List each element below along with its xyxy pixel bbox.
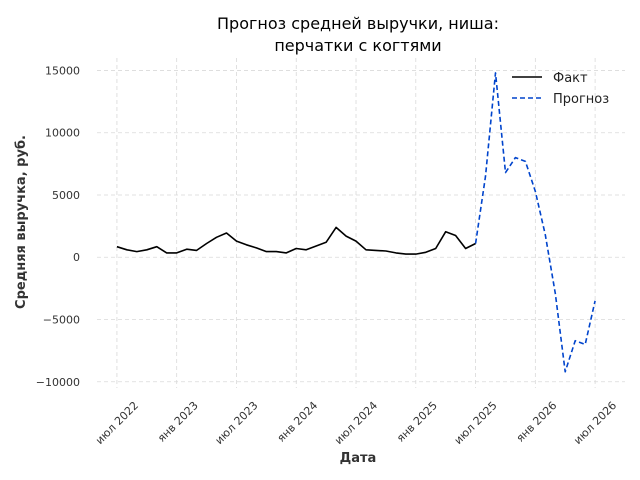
x-tick-label: июл 2023	[213, 399, 261, 447]
legend-label-fact: Факт	[553, 71, 588, 86]
chart-title-line-1: Прогноз средней выручки, ниша:	[217, 14, 499, 33]
legend-label-forecast: Прогноз	[553, 92, 609, 107]
x-tick-label: июл 2024	[332, 399, 380, 447]
x-tick-label: янв 2023	[155, 399, 201, 445]
y-tick-label: 10000	[45, 127, 80, 140]
x-tick-label: июл 2022	[93, 399, 141, 447]
y-tick-label: −5000	[43, 314, 80, 327]
x-tick-label: июл 2026	[571, 399, 619, 447]
x-tick-label: янв 2026	[514, 399, 560, 445]
series-lines	[116, 72, 596, 373]
chart-title-line-2: перчатки с когтями	[274, 36, 441, 55]
series-line-fact	[116, 226, 476, 255]
grid	[97, 58, 625, 388]
x-tick-label: янв 2024	[275, 399, 321, 445]
y-tick-label: 15000	[45, 64, 80, 77]
y-axis-ticks: −10000 −5000 0 5000 10000 15000	[36, 64, 80, 388]
x-tick-label: июл 2025	[452, 399, 500, 447]
y-axis-label: Средняя выручка, руб.	[14, 135, 29, 309]
x-axis-ticks: июл 2022 янв 2023 июл 2023 янв 2024 июл 2024…	[93, 399, 619, 447]
x-tick-label: янв 2025	[394, 399, 440, 445]
legend: Факт Прогноз	[512, 71, 609, 107]
x-axis-label: Дата	[340, 451, 377, 466]
y-tick-label: −10000	[36, 376, 80, 389]
y-tick-label: 5000	[52, 189, 80, 202]
y-tick-label: 0	[73, 251, 80, 264]
series-line-forecast	[474, 72, 596, 373]
